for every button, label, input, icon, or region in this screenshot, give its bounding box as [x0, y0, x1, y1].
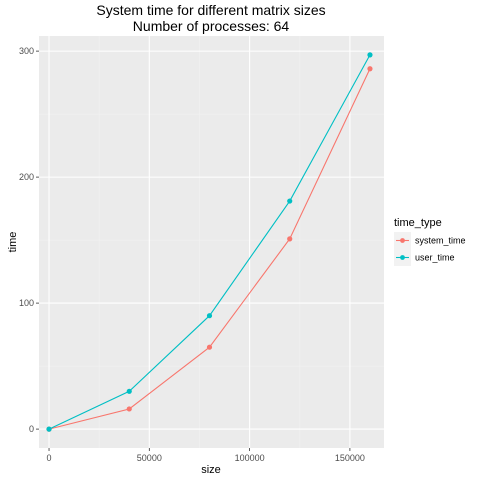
- y-axis: 0 100 200 300: [19, 46, 39, 434]
- chart-subtitle: Number of processes: 64: [133, 18, 290, 34]
- legend-point-system-time: [400, 238, 405, 243]
- legend-label-system-time: system_time: [415, 236, 466, 246]
- user-time-point: [46, 426, 52, 432]
- y-axis-title: time: [7, 232, 19, 253]
- system-time-point: [367, 66, 373, 72]
- major-gridlines: [39, 36, 384, 448]
- x-tick-label: 150000: [335, 453, 365, 463]
- legend-point-user-time: [400, 255, 405, 260]
- x-tick-label: 50000: [137, 453, 162, 463]
- minor-gridlines: [39, 36, 384, 448]
- chart-title: System time for different matrix sizes: [96, 2, 325, 18]
- x-axis: 0 50000 100000 150000: [47, 448, 365, 463]
- user-time-point: [126, 388, 132, 394]
- x-tick-label: 0: [47, 453, 52, 463]
- user-time-point: [287, 198, 293, 204]
- system-time-point: [126, 406, 132, 412]
- y-tick-label: 200: [19, 172, 34, 182]
- user-time-point: [206, 313, 213, 319]
- system-time-point: [287, 236, 293, 242]
- system-time-point: [206, 344, 213, 350]
- y-tick-label: 100: [19, 298, 34, 308]
- legend: time_type system_time user_time: [394, 217, 466, 266]
- y-tick-label: 300: [19, 46, 34, 56]
- series-layer: [46, 52, 373, 432]
- y-tick-label: 0: [29, 424, 34, 434]
- x-tick-label: 100000: [235, 453, 265, 463]
- x-axis-title: size: [201, 464, 221, 476]
- legend-label-user-time: user_time: [415, 253, 455, 263]
- plot-panel: [39, 36, 384, 448]
- legend-title: time_type: [394, 217, 442, 229]
- user-time-point: [367, 52, 373, 58]
